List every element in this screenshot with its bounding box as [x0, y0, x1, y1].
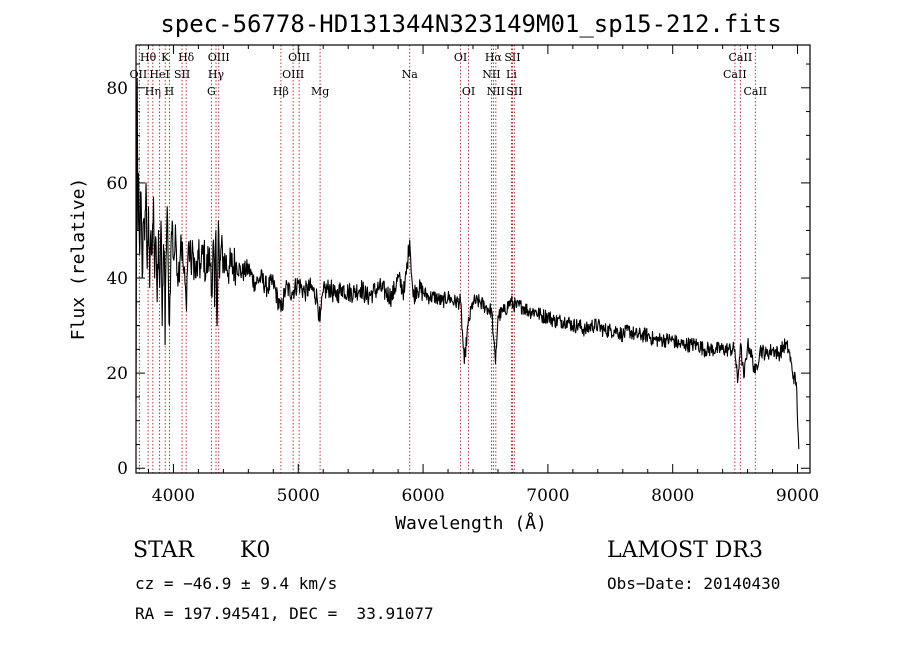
spectral-line-label: Hα	[485, 51, 503, 64]
y-tick-label: 80	[106, 79, 128, 99]
spectrum-series	[135, 77, 800, 450]
spectral-line-label: Na	[402, 68, 419, 81]
y-tick-label: 40	[106, 269, 128, 289]
spectral-line-label: Mg	[311, 85, 329, 98]
spectral-line-label: CaII	[729, 51, 753, 64]
spectral-line-label: SII	[504, 51, 520, 64]
x-tick-label: 4000	[152, 486, 195, 506]
x-tick-label: 7000	[526, 486, 569, 506]
spectral-line-label: OI	[454, 51, 467, 64]
y-tick-label: 60	[106, 174, 128, 194]
emission-line-markers: OII Hθ Hη HeI K H SII Hδ G Hγ OIII Hβ OIII OIII Mg Na OI…	[130, 45, 767, 473]
spectral-line-label: HeI	[149, 68, 169, 81]
spectral-line-label: Hη	[145, 85, 161, 98]
spectral-line-label: SII	[506, 85, 522, 98]
survey-name: LAMOST DR3	[607, 538, 763, 563]
spectral-line-label: Hθ	[140, 51, 157, 64]
spectral-line-label: Hδ	[178, 51, 195, 64]
spectral-line-label: CaII	[723, 68, 747, 81]
observation-date: Obs−Date: 20140430	[607, 574, 781, 593]
y-tick-label: 0	[117, 459, 128, 479]
x-tick-label: 5000	[277, 486, 320, 506]
spectral-line-label: Li	[506, 68, 517, 81]
spectral-line-label: OII	[130, 68, 148, 81]
plot-frame	[135, 44, 811, 474]
x-tick-label: 8000	[651, 486, 694, 506]
spectral-line-label: Hγ	[208, 68, 225, 81]
spectral-line-label: NII	[482, 68, 500, 81]
x-tick-label: 6000	[401, 486, 444, 506]
chart-title: spec-56778-HD131344N323149M01_sp15-212.f…	[160, 10, 781, 38]
object-subclass: K0	[240, 538, 271, 563]
spectral-line-label: Hβ	[273, 85, 289, 98]
spectrum-line	[135, 77, 800, 450]
spectral-line-label: OIII	[288, 51, 310, 64]
object-class: STAR	[133, 538, 194, 563]
spectral-line-label: OI	[462, 85, 475, 98]
spectral-line-label: H	[165, 85, 175, 98]
y-tick-label: 20	[106, 364, 128, 384]
y-axis-label: Flux (relative)	[68, 178, 89, 341]
axis-ticks: 4000 5000 6000 7000 8000 9000 0 20 40 60 80	[106, 45, 819, 506]
spectral-line-label: NII	[487, 85, 505, 98]
x-axis-label: Wavelength (Å)	[395, 512, 547, 534]
x-tick-label: 9000	[776, 486, 819, 506]
spectral-line-label: OIII	[208, 51, 230, 64]
spectral-line-label: CaII	[743, 85, 767, 98]
spectral-line-label: SII	[174, 68, 190, 81]
spectral-line-label: G	[207, 85, 216, 98]
redshift-velocity: cz = −46.9 ± 9.4 km/s	[135, 574, 338, 593]
spectral-line-label: OIII	[282, 68, 304, 81]
sky-coordinates: RA = 197.94541, DEC = 33.91077	[135, 604, 434, 623]
spectral-line-label: K	[161, 51, 170, 64]
